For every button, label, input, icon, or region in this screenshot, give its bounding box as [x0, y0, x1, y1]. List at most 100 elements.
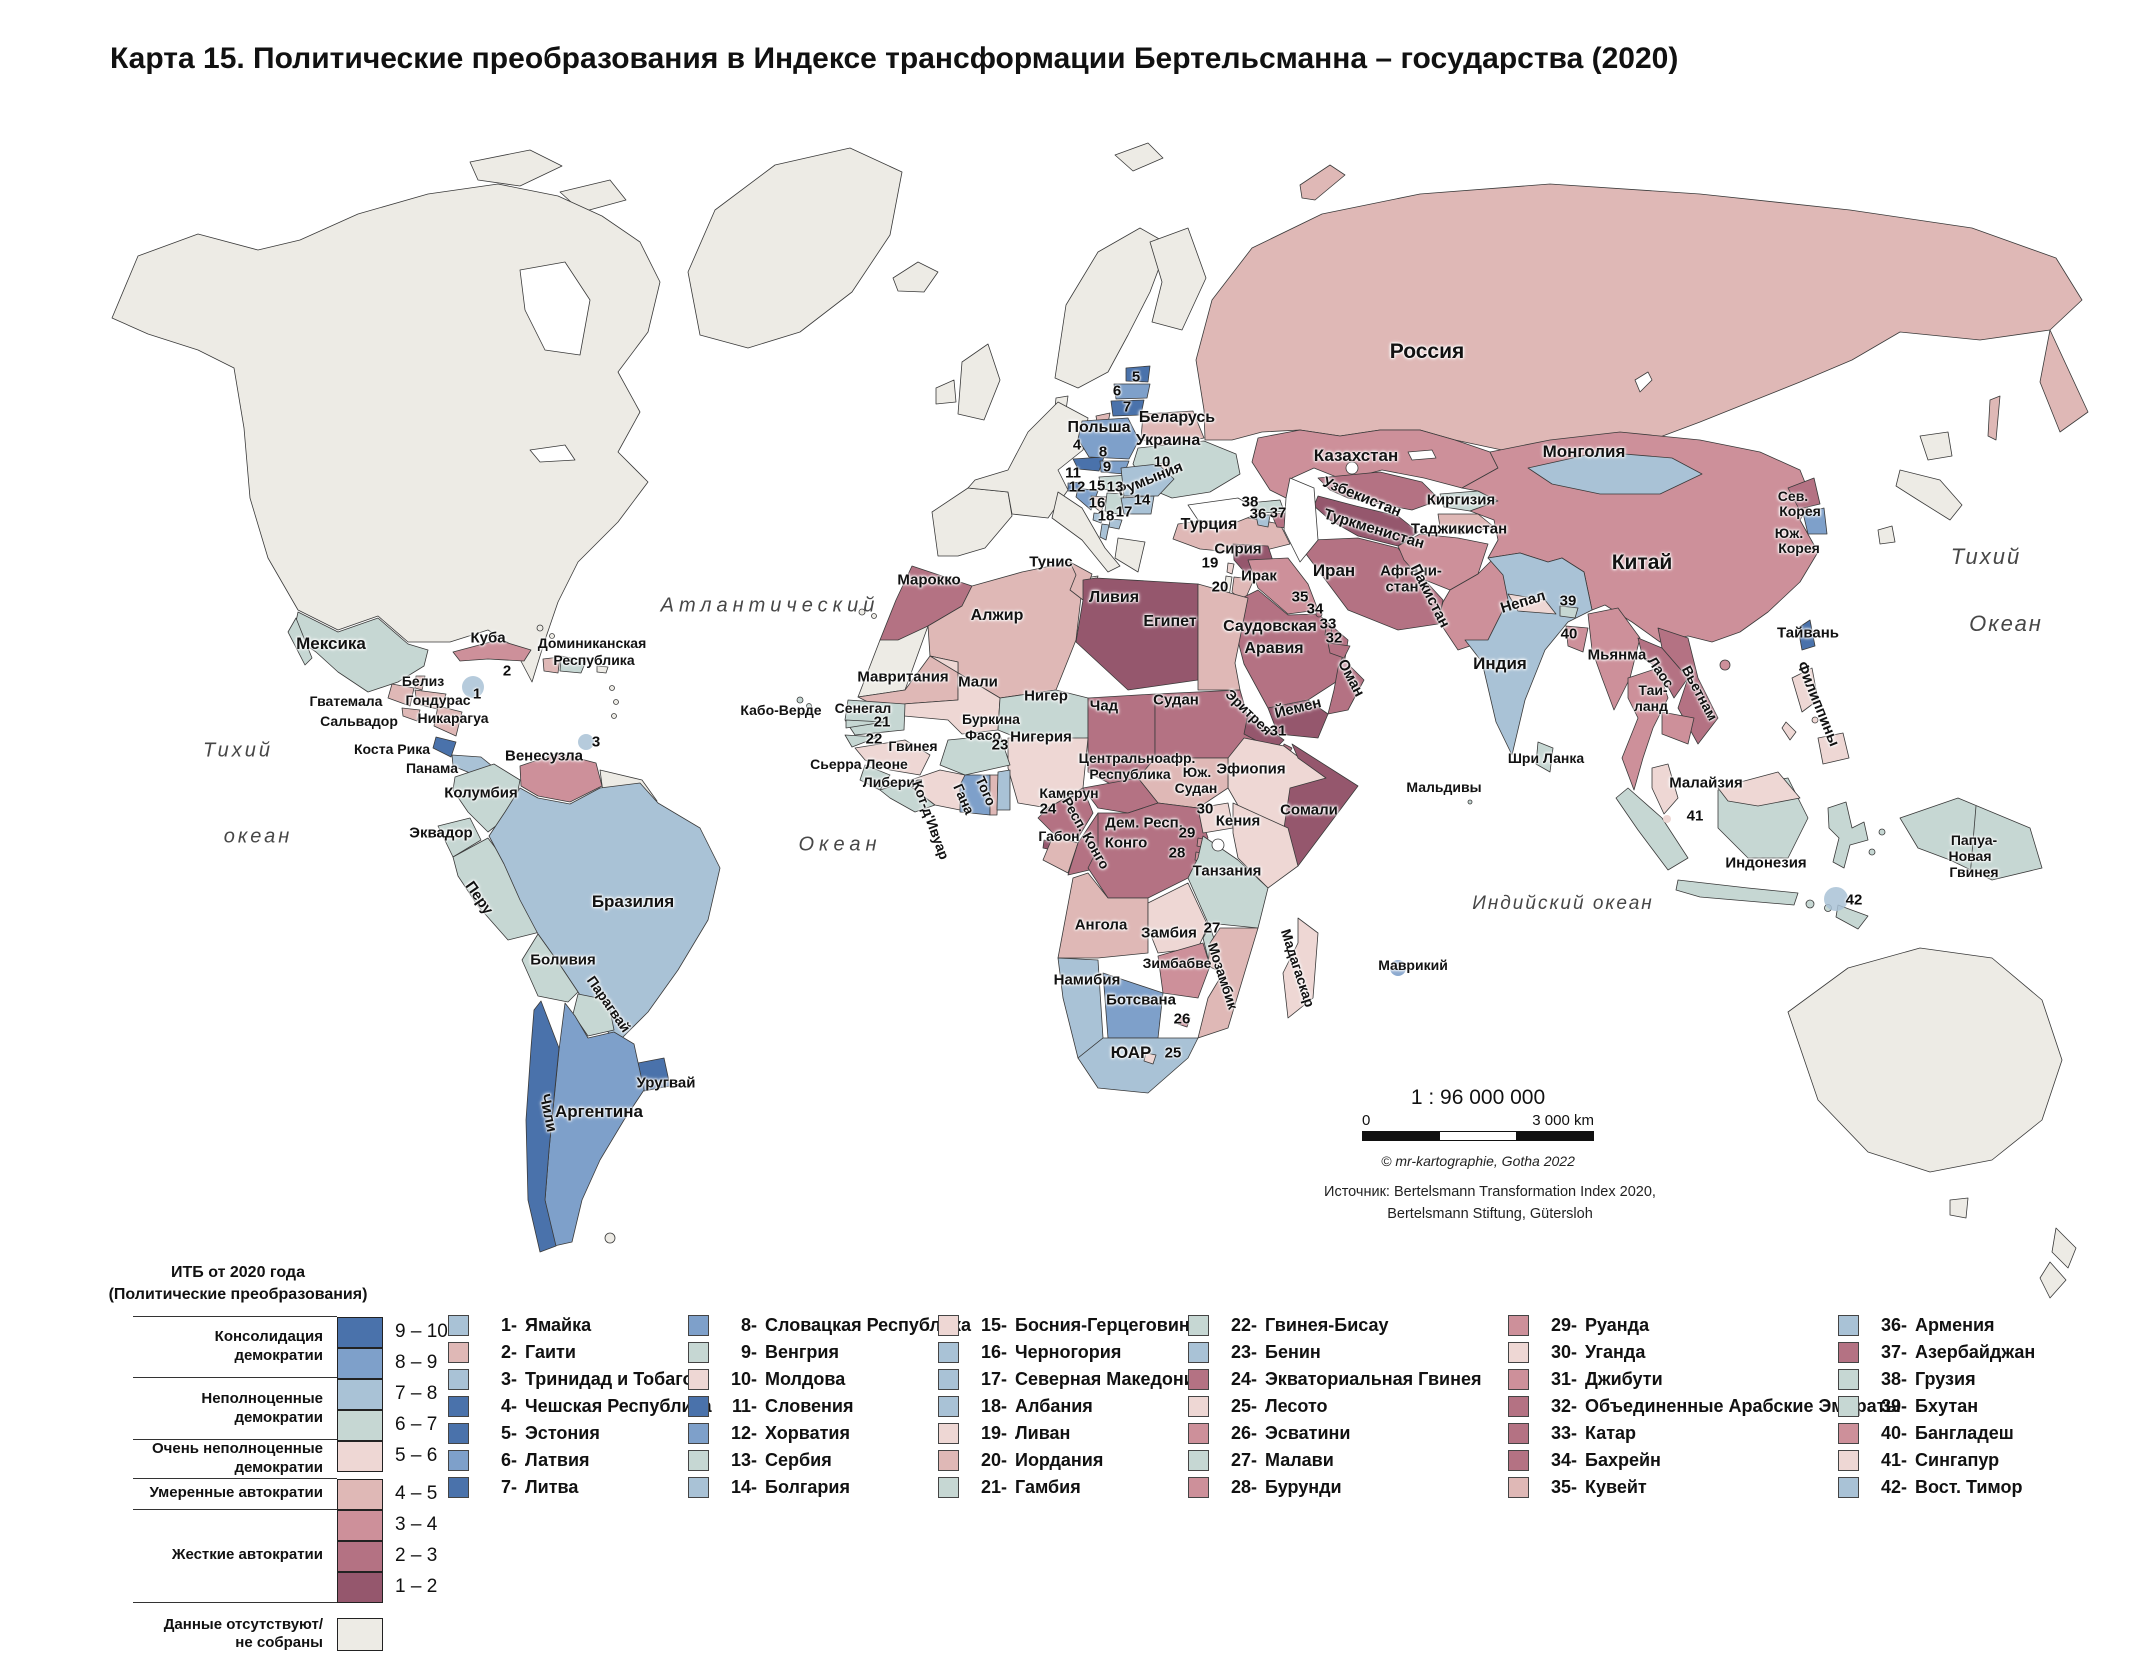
country-sierra-leone — [860, 765, 890, 790]
legend-no-data-label: Данные отсутствуют/ не собраны — [133, 1616, 337, 1653]
country-mauritius-halo — [1390, 960, 1406, 976]
scale-bar-block: 1 : 96 000 000 0 3 000 km © mr-kartograp… — [1362, 1086, 1594, 1169]
source-note: Источник: Bertelsmann Transformation Ind… — [1320, 1182, 1660, 1226]
sunda-island — [1806, 900, 1814, 908]
canary — [859, 609, 865, 615]
numbered-legend-country: Словения — [765, 1396, 853, 1417]
country-jamaica-halo — [462, 676, 484, 698]
country-north-macedonia — [1109, 519, 1122, 529]
country-indonesia-sulawesi — [1828, 802, 1868, 868]
legend-range-label: 1 – 2 — [395, 1576, 437, 1598]
numbered-legend-country: Вост. Тимор — [1915, 1477, 2022, 1498]
numbered-legend-number: 13- — [719, 1450, 757, 1471]
legend-class-row: 8 – 9 — [337, 1347, 448, 1378]
numbered-legend-swatch — [1838, 1450, 1859, 1471]
country-taiwan — [1798, 620, 1815, 650]
country-uganda — [1198, 803, 1233, 833]
numbered-legend-item: 12-Хорватия — [688, 1420, 971, 1447]
numbered-legend-item: 36-Армения — [1838, 1312, 2035, 1339]
legend-class-row: 2 – 3 — [337, 1541, 437, 1572]
numbered-legend-country: Иордания — [1015, 1450, 1103, 1471]
numbered-legend-country: Ливан — [1015, 1423, 1070, 1444]
legend-no-data-swatch — [337, 1618, 383, 1651]
legend-color-swatch — [337, 1379, 383, 1410]
country-russia — [1196, 184, 2082, 455]
canary — [872, 614, 877, 619]
numbered-legend-swatch — [1508, 1396, 1529, 1417]
numbered-legend-number: 30- — [1539, 1342, 1577, 1363]
numbered-legend-country: Азербайджан — [1915, 1342, 2035, 1363]
numbered-legend-swatch — [448, 1369, 469, 1390]
moluccas — [1869, 849, 1875, 855]
country-singapore-dot — [1663, 815, 1671, 823]
numbered-legend-item: 5-Эстония — [448, 1420, 712, 1447]
country-scandinavia — [1055, 228, 1168, 388]
maldives — [1468, 800, 1472, 804]
scale-ratio: 1 : 96 000 000 — [1362, 1086, 1594, 1110]
country-eswatini — [1178, 1016, 1190, 1027]
numbered-legend-swatch — [688, 1477, 709, 1498]
tasmania — [1950, 1198, 1968, 1218]
country-montenegro — [1093, 513, 1104, 523]
visayas — [1824, 723, 1830, 729]
numbered-legend-item: 14-Болгария — [688, 1474, 971, 1501]
numbered-legend-number: 28- — [1219, 1477, 1257, 1498]
lesser-antilles — [614, 700, 619, 705]
legend-class-row: 5 – 6 — [337, 1440, 437, 1471]
legend-color-swatch — [337, 1410, 383, 1441]
legend-class-row: 1 – 2 — [337, 1572, 437, 1603]
numbered-legend-swatch — [688, 1396, 709, 1417]
numbered-legend-swatch — [448, 1342, 469, 1363]
country-armenia — [1256, 515, 1270, 527]
numbered-legend-country: Гаити — [525, 1342, 576, 1363]
country-lithuania — [1111, 400, 1144, 416]
numbered-legend-item: 21-Гамбия — [938, 1474, 1205, 1501]
scale-segment — [1516, 1132, 1593, 1140]
numbered-legend-country: Черногория — [1015, 1342, 1121, 1363]
numbered-legend-number: 35- — [1539, 1477, 1577, 1498]
numbered-legend-item: 7-Литва — [448, 1474, 712, 1501]
scale-left-label: 0 — [1362, 1112, 1370, 1129]
moluccas — [1879, 829, 1885, 835]
kamchatka — [2040, 330, 2088, 432]
numbered-legend-number: 17- — [969, 1369, 1007, 1390]
numbered-legend-country: Гвинея-Бисау — [1265, 1315, 1389, 1336]
numbered-legend-country: Чешская Республика — [525, 1396, 712, 1417]
numbered-legend-swatch — [938, 1450, 959, 1471]
numbered-legend-swatch — [938, 1315, 959, 1336]
numbered-legend-swatch — [938, 1423, 959, 1444]
copyright-credit: © mr-kartographie, Gotha 2022 — [1362, 1153, 1594, 1169]
numbered-legend-item: 15-Босния-Герцеговина — [938, 1312, 1205, 1339]
numbered-legend-country: Лесото — [1265, 1396, 1328, 1417]
numbered-legend-number: 11- — [719, 1396, 757, 1417]
numbered-legend-swatch — [1188, 1450, 1209, 1471]
numbered-legend-number: 7- — [479, 1477, 517, 1498]
numbered-legend-swatch — [1508, 1369, 1529, 1390]
puerto-rico — [597, 666, 608, 673]
falkland — [605, 1233, 615, 1243]
country-ireland — [936, 380, 956, 404]
numbered-legend-country: Бурунди — [1265, 1477, 1342, 1498]
numbered-legend-number: 32- — [1539, 1396, 1577, 1417]
legend-no-data: Данные отсутствуют/ не собраны — [133, 1616, 448, 1653]
cabo-verde — [807, 704, 812, 709]
numbered-legend-swatch — [1508, 1423, 1529, 1444]
numbered-legend-swatch — [448, 1477, 469, 1498]
legend-color-swatch — [337, 1317, 383, 1348]
numbered-legend-country: Венгрия — [765, 1342, 839, 1363]
numbered-legend-item: 25-Лесото — [1188, 1393, 1481, 1420]
numbered-legend-swatch — [688, 1423, 709, 1444]
legend-class-row: 6 – 7 — [337, 1409, 437, 1440]
numbered-legend-item: 8-Словацкая Республика — [688, 1312, 971, 1339]
numbered-legend-country: Албания — [1015, 1396, 1093, 1417]
legend-range-label: 9 – 10 — [395, 1321, 448, 1343]
country-new-zealand — [2040, 1262, 2066, 1298]
numbered-legend-country: Экваториальная Гвинея — [1265, 1369, 1481, 1390]
country-latvia — [1114, 384, 1150, 399]
numbered-legend-item: 23-Бенин — [1188, 1339, 1481, 1366]
